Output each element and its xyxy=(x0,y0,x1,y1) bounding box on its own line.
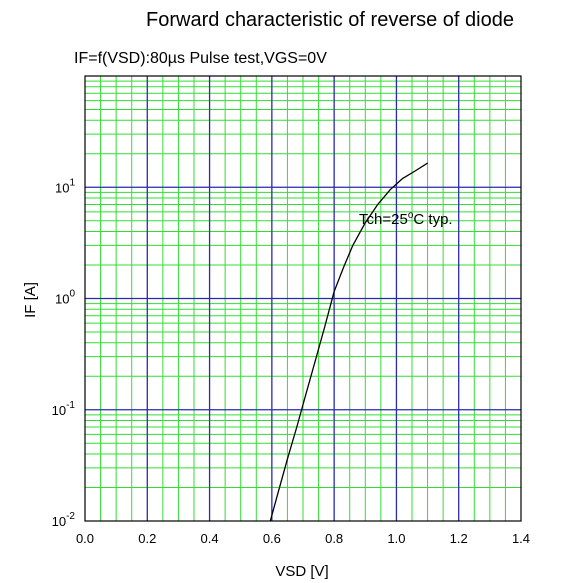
annotations: Tch=25oC typ. xyxy=(359,210,453,228)
y-tick-exponent: 0 xyxy=(69,289,75,300)
y-tick-label: 10-1 xyxy=(52,400,76,418)
chart-title: Forward characteristic of reverse of dio… xyxy=(146,9,514,31)
annotation-label: Tch=25oC typ. xyxy=(359,210,453,228)
chart-subtitle: IF=f(VSD):80µs Pulse test,VGS=0V xyxy=(74,50,327,67)
y-tick-exponent: -2 xyxy=(66,511,75,522)
series-group xyxy=(269,162,428,522)
y-tick-base: 10 xyxy=(52,514,66,529)
y-tick-exponent: 1 xyxy=(69,177,75,188)
x-tick-label: 1.2 xyxy=(450,531,468,546)
x-tick-label: 0.2 xyxy=(138,531,156,546)
x-tick-label: 0.6 xyxy=(263,531,281,546)
annotation-degree: o xyxy=(408,210,414,221)
x-axis-label: VSD [V] xyxy=(275,563,328,580)
x-tick-label: 0.8 xyxy=(325,531,343,546)
series-line xyxy=(269,162,428,522)
y-tick-label: 101 xyxy=(55,177,75,195)
x-tick-label: 1.0 xyxy=(387,531,405,546)
y-tick-base: 10 xyxy=(55,180,69,195)
y-tick-label: 100 xyxy=(55,289,75,307)
y-tick-label: 10-2 xyxy=(52,511,76,529)
y-tick-base: 10 xyxy=(52,403,66,418)
x-tick-label: 0.4 xyxy=(201,531,219,546)
annotation-text: C typ. xyxy=(413,211,452,228)
x-axis-ticks: 0.0 0.2 0.4 0.6 0.8 1.0 1.2 1.4 xyxy=(76,531,530,546)
annotation-text: Tch=25 xyxy=(359,211,408,228)
y-tick-exponent: -1 xyxy=(66,400,75,411)
major-grid xyxy=(85,76,521,521)
x-tick-label: 1.4 xyxy=(512,531,530,546)
y-axis-label: IF [A] xyxy=(22,282,39,318)
x-tick-label: 0.0 xyxy=(76,531,94,546)
y-tick-base: 10 xyxy=(55,292,69,307)
plot-frame xyxy=(84,75,522,522)
